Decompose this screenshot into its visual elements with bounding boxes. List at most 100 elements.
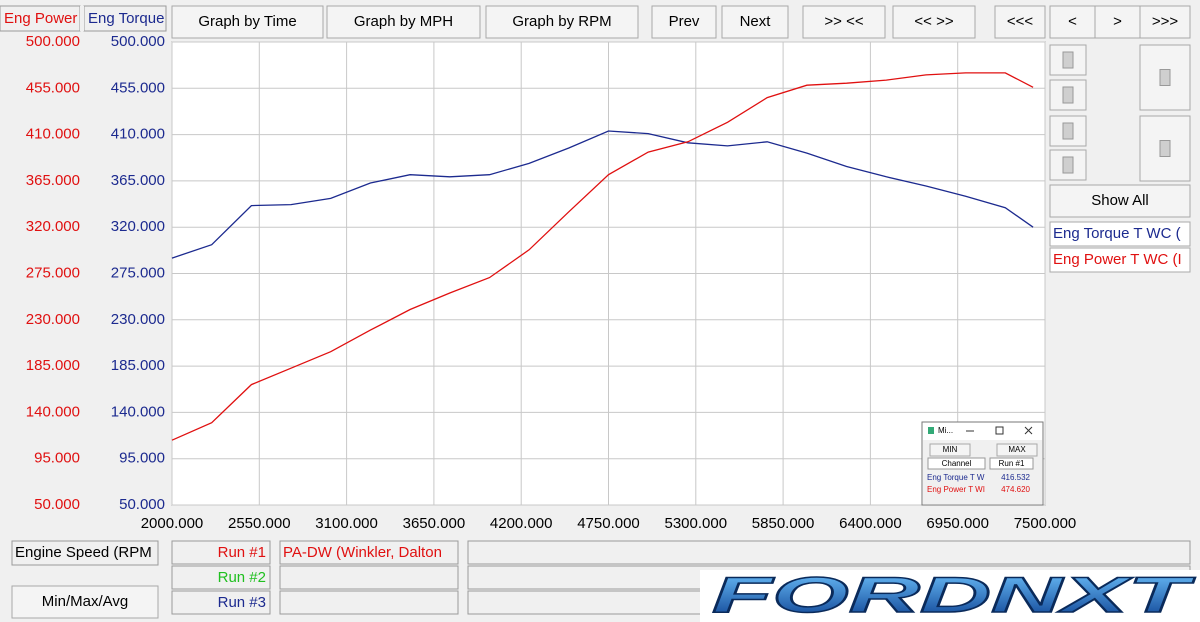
y2-axis-name: Eng Torque xyxy=(88,10,164,27)
y-tick-label: 500.000 xyxy=(26,33,80,50)
scroll-icon xyxy=(1159,140,1171,157)
show-all-button[interactable] xyxy=(1049,184,1191,218)
y-tick-label: 95.000 xyxy=(34,450,80,467)
y-axis-name: Eng Power xyxy=(4,10,77,27)
chart: 2000.000 2550.000 3100.000 3650.000 4200.000… xyxy=(26,33,1077,532)
y2-tick-label: 95.000 xyxy=(119,450,165,467)
y-tick-label: 410.000 xyxy=(26,126,80,143)
popup-button[interactable] xyxy=(996,443,1038,457)
x-tick-label: 3100.000 xyxy=(315,515,378,532)
toolbar-button-label[interactable]: >>> xyxy=(1152,13,1179,30)
logo: FORDNXT xyxy=(712,567,1197,622)
popup-button[interactable] xyxy=(929,443,971,457)
x-tick-label: 4200.000 xyxy=(490,515,553,532)
series-line xyxy=(171,72,1034,441)
run-file-box xyxy=(279,565,459,590)
toolbar-button[interactable] xyxy=(171,5,324,39)
popup-icon xyxy=(928,427,934,434)
y-tick-label: 455.000 xyxy=(26,79,80,96)
run-file-box xyxy=(279,540,459,565)
toolbar-button[interactable] xyxy=(326,5,481,39)
run-box xyxy=(171,540,271,565)
y-tick-label: 275.000 xyxy=(26,264,80,281)
scroll-icon xyxy=(1159,69,1171,86)
separator xyxy=(80,6,84,31)
y-tick-label: 50.000 xyxy=(34,496,80,513)
toolbar-button-label[interactable]: Graph by MPH xyxy=(354,13,453,30)
toolbar-button-label[interactable]: << >> xyxy=(914,13,953,30)
toolbar-button[interactable] xyxy=(651,5,717,39)
y2-tick-label: 320.000 xyxy=(111,218,165,235)
y-tick-label: 185.000 xyxy=(26,357,80,374)
y2-tick-label: 50.000 xyxy=(119,496,165,513)
toolbar-button[interactable] xyxy=(721,5,789,39)
y2-tick-label: 365.000 xyxy=(111,172,165,189)
toolbar-button-label[interactable]: > xyxy=(1113,13,1122,30)
popup-value: 416.532 xyxy=(1001,473,1030,482)
popup-header: Run #1 xyxy=(999,459,1025,468)
y2-tick-label: 455.000 xyxy=(111,79,165,96)
run-label: Run #2 xyxy=(218,569,266,586)
x-axis-name: Engine Speed (RPM xyxy=(15,544,152,561)
scroll-icon xyxy=(1062,122,1074,140)
y2-tick-label: 500.000 xyxy=(111,33,165,50)
run-box xyxy=(171,565,271,590)
y2-axis-name-box xyxy=(83,5,167,32)
run-box xyxy=(171,590,271,615)
popup-header-box xyxy=(927,457,986,470)
run-info-box xyxy=(467,540,1191,565)
toolbar-button[interactable] xyxy=(802,5,886,39)
min-max-button[interactable] xyxy=(11,585,159,619)
logo-bg xyxy=(700,570,1200,622)
popup-max[interactable] xyxy=(995,426,1004,435)
toolbar-button-label[interactable]: >> << xyxy=(824,13,863,30)
y-axis-name-box xyxy=(0,5,81,32)
x-tick-label: 6400.000 xyxy=(839,515,902,532)
run-file: PA-DW (Winkler, Dalton xyxy=(283,544,442,561)
y-tick-label: 320.000 xyxy=(26,218,80,235)
toolbar-button-label[interactable]: Prev xyxy=(669,13,700,30)
legend-box xyxy=(1049,221,1191,247)
x-tick-label: 5300.000 xyxy=(665,515,728,532)
toolbar-button[interactable] xyxy=(892,5,976,39)
x-tick-label: 2550.000 xyxy=(228,515,291,532)
popup-header-box xyxy=(989,457,1034,470)
y2-tick-label: 230.000 xyxy=(111,311,165,328)
toolbar-button[interactable] xyxy=(1094,5,1141,39)
x-tick-label: 7500.000 xyxy=(1014,515,1077,532)
y2-tick-label: 275.000 xyxy=(111,264,165,281)
toolbar-button-label[interactable]: <<< xyxy=(1007,13,1034,30)
y2-tick-label: 140.000 xyxy=(111,403,165,420)
show-all-label[interactable]: Show All xyxy=(1091,192,1149,209)
toolbar-button-label[interactable]: Next xyxy=(740,13,772,30)
y-tick-label: 230.000 xyxy=(26,311,80,328)
scroll-icon xyxy=(1062,51,1074,69)
popup-button-label[interactable]: MAX xyxy=(1008,445,1026,454)
scroll-button[interactable] xyxy=(1049,149,1087,181)
y2-tick-label: 185.000 xyxy=(111,357,165,374)
toolbar-button[interactable] xyxy=(485,5,639,39)
toolbar-button[interactable] xyxy=(994,5,1046,39)
popup-title: Mi... xyxy=(938,426,953,435)
popup-close[interactable] xyxy=(1024,426,1033,435)
toolbar-button[interactable] xyxy=(1139,5,1191,39)
scroll-icon xyxy=(1062,86,1074,104)
toolbar-button-label[interactable]: Graph by Time xyxy=(198,13,296,30)
legend-box xyxy=(1049,247,1191,273)
x-axis-name-box xyxy=(11,540,159,566)
series-line xyxy=(171,130,1034,259)
y2-tick-label: 410.000 xyxy=(111,126,165,143)
toolbar-button-label[interactable]: Graph by RPM xyxy=(512,13,611,30)
ui: Eng Power Eng Torque Graph by Time Graph by… xyxy=(0,5,1200,622)
toolbar-button-label[interactable]: < xyxy=(1068,13,1077,30)
popup-value: 474.620 xyxy=(1001,485,1030,494)
scroll-button[interactable] xyxy=(1139,115,1191,182)
popup-button-label[interactable]: MIN xyxy=(943,445,958,454)
popup-header: Channel xyxy=(942,459,972,468)
x-tick-label: 4750.000 xyxy=(577,515,640,532)
y-tick-label: 365.000 xyxy=(26,172,80,189)
min-max-popup: Mi... MIN MAX Channel Run #1 Eng Torque T W 41… xyxy=(921,421,1044,506)
min-max-label[interactable]: Min/Max/Avg xyxy=(42,593,128,610)
legend-entry: Eng Torque T WC ( xyxy=(1053,225,1181,242)
scroll-icon xyxy=(1062,156,1074,174)
